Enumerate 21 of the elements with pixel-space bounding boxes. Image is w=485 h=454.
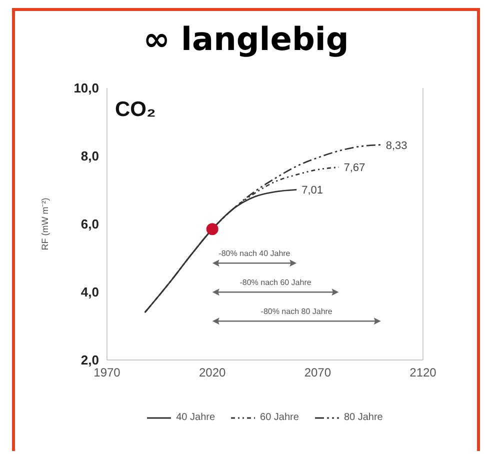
annotation: -80% nach 40 Jahre (218, 249, 291, 258)
x-tick-label: 2120 (410, 366, 437, 380)
y-tick-label: 10,0 (74, 80, 99, 96)
y-tick-label: 8,0 (80, 148, 99, 164)
annotation: -80% nach 60 Jahre (240, 278, 312, 288)
data-label: 7,67 (344, 162, 366, 174)
y-tick-label: 2,0 (80, 352, 99, 368)
legend-label: 80 Jahre (342, 412, 383, 423)
chart-title: ∞ langlebig (142, 19, 350, 60)
legend-label: 60 Jahre (259, 412, 299, 423)
x-tick-label: 1970 (94, 366, 121, 380)
x-tick-label: 2020 (198, 366, 226, 380)
annotation: -80% nach 80 Jahre (260, 307, 333, 316)
y-tick-label: 4,0 (80, 284, 99, 300)
y-tick-label: 6,0 (80, 216, 99, 232)
text: CO₂ (115, 98, 156, 121)
legend-label: 40 Jahre (175, 412, 216, 423)
data-label: 7,01 (302, 184, 324, 197)
data-label: 8,33 (386, 140, 408, 152)
x-tick-label: 2070 (304, 366, 332, 380)
y-axis-title: RF (mW m⁻²) (40, 198, 50, 250)
